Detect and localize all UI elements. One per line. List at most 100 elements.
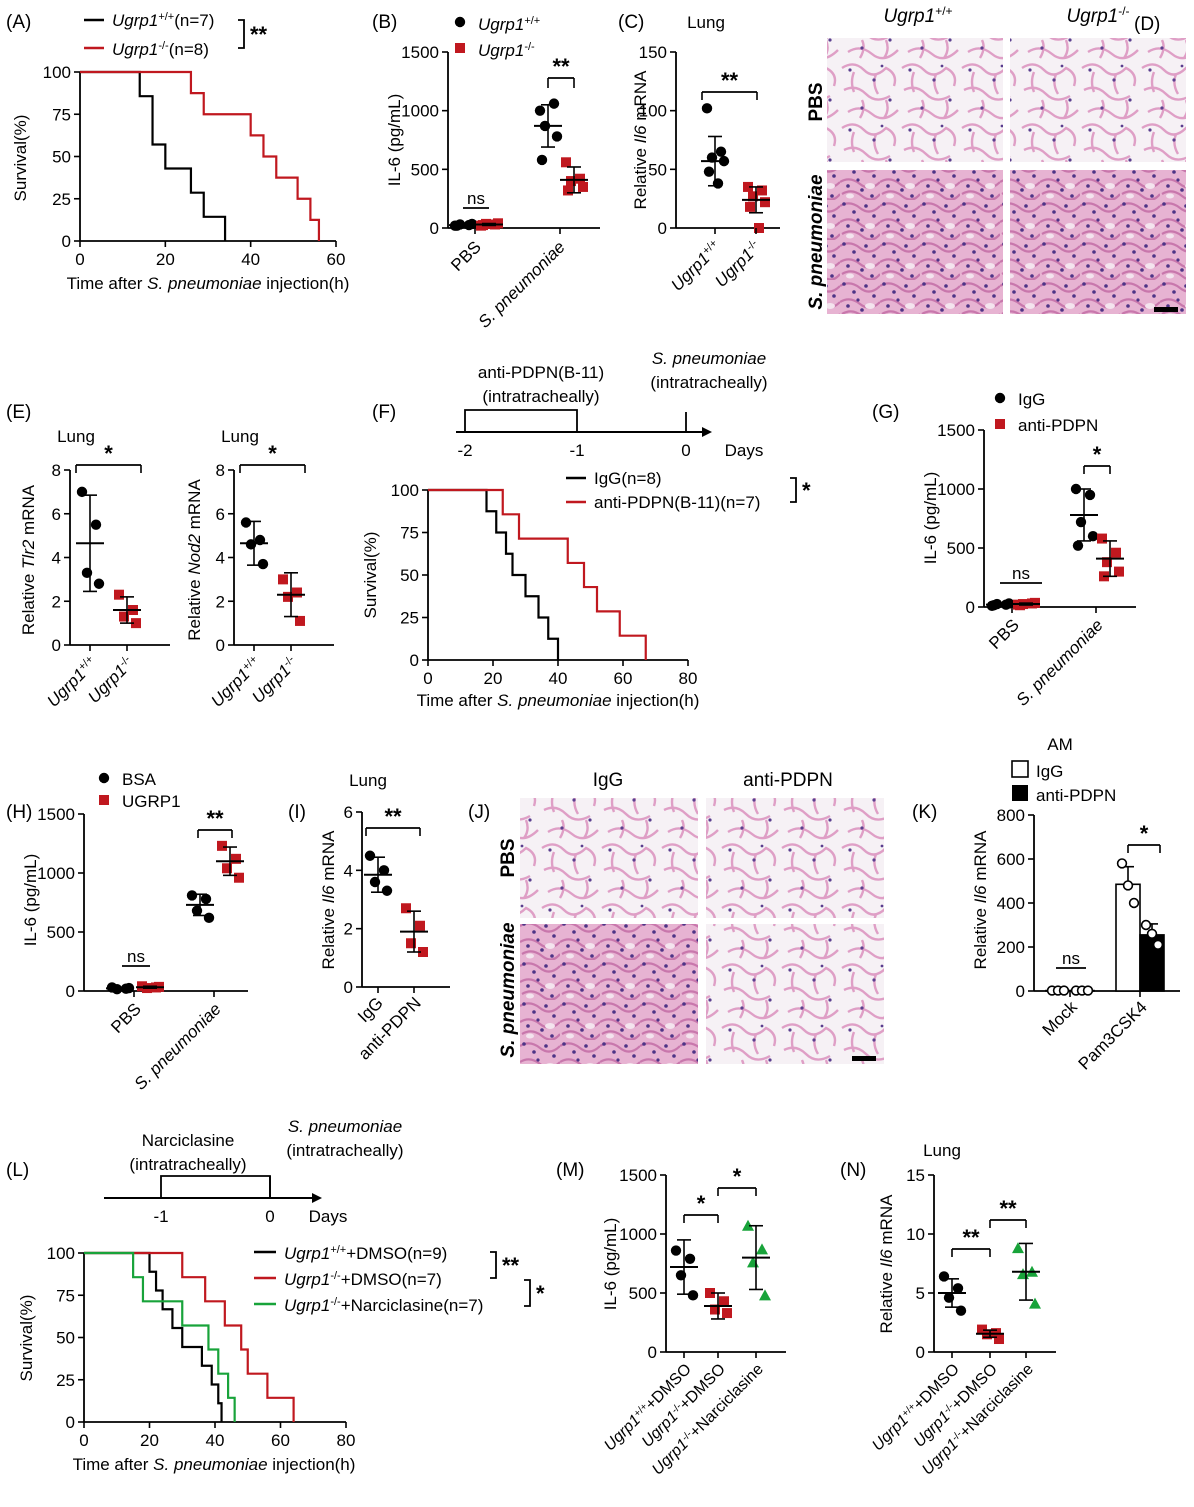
- panel-B-y-label: IL-6 (pg/mL): [385, 94, 404, 187]
- panel-H-y-tick-label: 500: [47, 923, 75, 942]
- panel-E-group-point: [292, 587, 302, 598]
- panel-E1-y-tick-label: 2: [216, 592, 225, 611]
- panel-C-group-point: [760, 197, 770, 208]
- panel-label-F: (F): [372, 402, 396, 423]
- panel-K-y-tick-label: 0: [1016, 982, 1025, 1001]
- panel-B-x-tick-label: PBS: [447, 237, 484, 274]
- panel-I-group-point: [401, 903, 411, 914]
- panel-I-y-tick-label: 2: [344, 920, 353, 939]
- panel-K-point: [1152, 939, 1164, 950]
- panel-L-timeline-unit: Days: [309, 1207, 348, 1226]
- panel-M-y-tick-label: 500: [629, 1284, 657, 1303]
- panel-K-point: [1116, 858, 1128, 869]
- label-part: -/-: [524, 41, 535, 53]
- panel-D-scale-bar: [1154, 307, 1178, 312]
- panel-I-y-label: Relative Il6 mRNA: [319, 830, 338, 970]
- panel-M-group-point: [710, 1304, 720, 1315]
- panel-I-group-point: [364, 850, 376, 861]
- panel-A-y-label: Survival(%): [11, 115, 30, 202]
- panel-I-title: Lung: [349, 771, 387, 790]
- panel-F-timeline-tick: -1: [569, 441, 584, 460]
- panel-B-x-tick-label: S. pneumoniae: [475, 237, 569, 331]
- panel-B-group-point: [578, 181, 588, 192]
- panel-D-row-label: S. pneumoniae: [806, 174, 827, 310]
- panel-I-y-tick-label: 4: [344, 861, 353, 880]
- panel-A-bracket-label: **: [250, 22, 268, 47]
- label-part: Time after: [73, 1455, 154, 1474]
- panel-F-treatment-window: [464, 409, 578, 432]
- panel-N-sig-label: **: [999, 1196, 1017, 1221]
- label-part: Nod2: [185, 533, 204, 574]
- panel-F-x-tick-label: 20: [484, 669, 503, 688]
- panel-N-group-point: [1029, 1297, 1041, 1309]
- label-part: Ugrp1: [883, 6, 935, 27]
- panel-N-y-tick-label: 10: [906, 1225, 925, 1244]
- panel-E0-y-tick-label: 4: [52, 549, 61, 568]
- panel-B-y-tick-label: 1500: [401, 43, 439, 62]
- panel-G-sig-label: *: [1093, 442, 1102, 467]
- legend-marker-wt: [454, 16, 466, 28]
- panel-label-D: (D): [1134, 14, 1160, 35]
- panel-F-pathogen-route: (intratracheally): [650, 373, 767, 392]
- panel-L-x-tick-label: 40: [206, 1431, 225, 1450]
- panel-G-group-point: [1072, 540, 1084, 551]
- panel-A-y-tick-label: 75: [52, 105, 71, 124]
- panel-M-sig-label: *: [733, 1164, 742, 1189]
- panel-E-title: Lung: [221, 427, 259, 446]
- panel-L-bracket: [490, 1251, 497, 1279]
- panel-K-point: [1146, 928, 1158, 939]
- label-part: Relative: [631, 143, 650, 209]
- label-part: mRNA: [971, 830, 990, 885]
- label-part: -/-: [1118, 4, 1129, 18]
- panel-A-y-tick-label: 0: [62, 232, 71, 251]
- panel-K-title: AM: [1047, 735, 1073, 754]
- panel-E-group-point: [90, 519, 102, 530]
- panel-M-y-tick-label: 0: [648, 1343, 657, 1362]
- panel-G-sig-label: ns: [1012, 564, 1030, 583]
- panel-G-x-tick-label: S. pneumoniae: [1013, 615, 1107, 709]
- panel-N-y-tick-label: 0: [916, 1343, 925, 1362]
- panel-K-sig-label: *: [1140, 821, 1149, 846]
- label-part: Time after: [67, 274, 148, 293]
- panel-C-group-point: [701, 103, 713, 114]
- panel-label-L: (L): [6, 1160, 29, 1181]
- label-part: +/+: [330, 1244, 346, 1256]
- panel-J-scale-bar: [852, 1056, 876, 1061]
- panel-C-y-tick-label: 50: [648, 160, 667, 179]
- label-part: Il6: [971, 885, 990, 904]
- panel-G-group-point: [1102, 557, 1112, 568]
- label-part: -/-: [330, 1296, 341, 1308]
- panel-B-group-point: [534, 105, 546, 116]
- panel-E-sig-label: *: [104, 441, 113, 466]
- panel-C-y-tick-label: 0: [658, 219, 667, 238]
- panel-H-group-point: [234, 872, 244, 883]
- panel-E-group-point: [119, 611, 129, 622]
- panel-F-timeline-unit: Days: [725, 441, 764, 460]
- legend-label-wt: Ugrp1+/+: [478, 15, 540, 34]
- label-part: Ugrp1: [1066, 6, 1118, 27]
- legend-label-0: Ugrp1+/++DMSO(n=9): [284, 1244, 447, 1263]
- panel-E0-y-tick-label: 2: [52, 592, 61, 611]
- panel-N-sig-label: **: [962, 1225, 980, 1250]
- panel-F-bracket: [790, 477, 797, 503]
- label-part: +Narciclasine(n=7): [341, 1296, 484, 1315]
- label-part: Relative: [877, 1267, 896, 1333]
- label-part: Relative: [319, 903, 338, 969]
- panel-K-y-tick-label: 800: [997, 806, 1025, 825]
- panel-L-bracket-label: **: [502, 1253, 520, 1278]
- panel-D-image-pbs-ko: [1010, 38, 1186, 162]
- panel-F-y-tick-label: 75: [400, 524, 419, 543]
- panel-A-y-tick-label: 25: [52, 190, 71, 209]
- panel-E-sig-label: *: [268, 441, 277, 466]
- panel-B-group-point: [566, 176, 576, 187]
- legend-marker-igg: [994, 392, 1006, 404]
- panel-F-pathogen-label: S. pneumoniae: [652, 349, 766, 368]
- panel-F-treatment-label: anti-PDPN(B-11): [478, 363, 604, 382]
- panel-E-group-point: [295, 615, 305, 626]
- panel-L-treatment-window: [160, 1175, 271, 1198]
- panel-B-y-tick-label: 0: [430, 219, 439, 238]
- label-part: Ugrp1: [112, 40, 158, 59]
- panel-label-I: (I): [288, 802, 306, 823]
- label-part: Relative: [971, 903, 990, 969]
- panel-label-B: (B): [372, 12, 397, 33]
